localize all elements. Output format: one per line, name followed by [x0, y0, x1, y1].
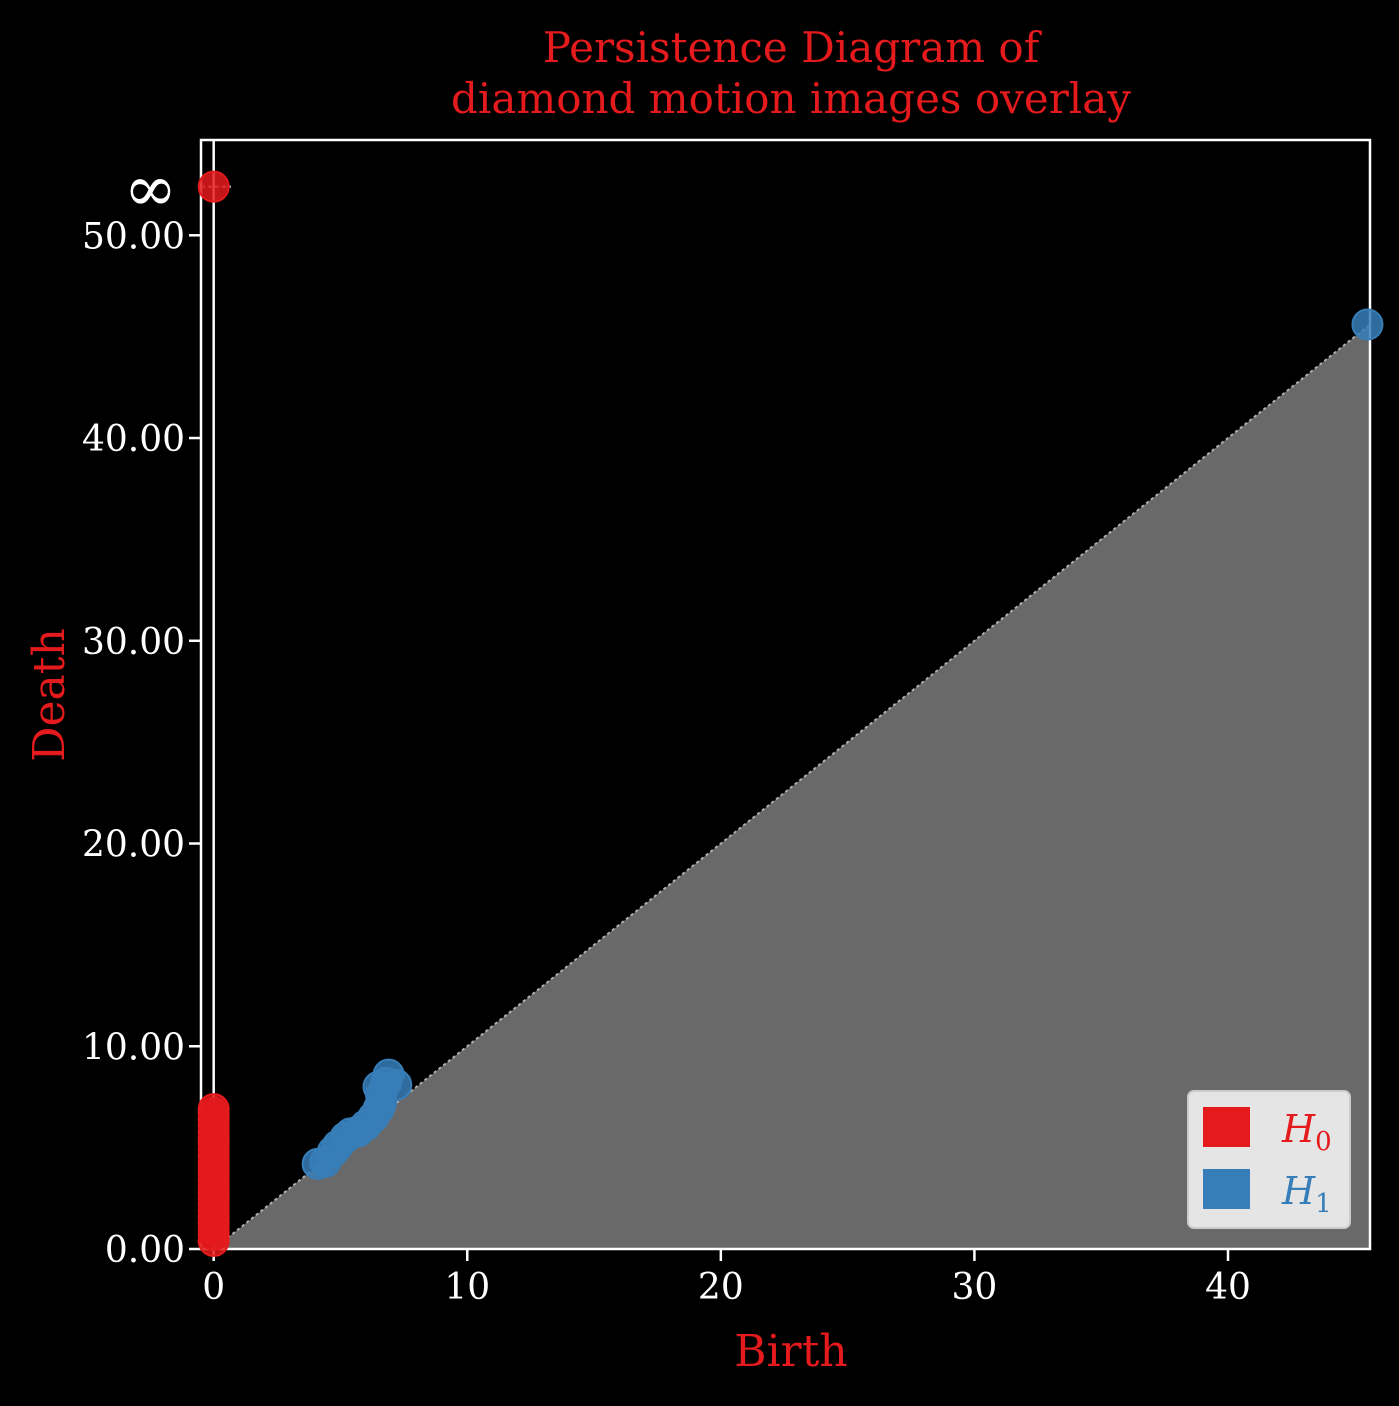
y-tick-label: 50.00 [82, 216, 185, 257]
legend-label-h0: H0 [1281, 1107, 1332, 1157]
x-tick-label: 10 [444, 1267, 490, 1308]
y-tick-label: 40.00 [82, 419, 185, 460]
plot-area: 0 10 20 30 40 0.00 10.00 20.00 30.00 40.00 50.00∞ [82, 138, 1384, 1308]
legend-label-h1: H1 [1281, 1169, 1332, 1219]
chart-title-line-1: Persistence Diagram of [543, 23, 1043, 72]
y-tick-label: 20.00 [82, 825, 185, 866]
y-tick-label: 10.00 [82, 1027, 185, 1068]
x-tick-label: 0 [202, 1267, 225, 1308]
y-tick-label: 30.00 [82, 622, 185, 663]
legend-swatch-h0 [1203, 1107, 1250, 1147]
legend: H0 H1 [1187, 1090, 1351, 1229]
x-tick-label: 20 [698, 1267, 744, 1308]
x-tick-label: 30 [952, 1267, 998, 1308]
y-axis-label: Death [24, 628, 75, 762]
axes-frame [199, 138, 1372, 1251]
infinity-label: ∞ [124, 153, 177, 227]
h0-point [197, 170, 230, 203]
legend-swatch-h1 [1203, 1169, 1250, 1209]
h1-point [1351, 308, 1384, 341]
h0-point [197, 1093, 230, 1126]
y-tick-label: 0.00 [105, 1230, 185, 1271]
x-tick-label: 40 [1205, 1267, 1251, 1308]
h1-point [380, 1068, 413, 1101]
chart-title-line-2: diamond motion images overlay [451, 74, 1131, 123]
x-axis-label: Birth [734, 1326, 847, 1377]
